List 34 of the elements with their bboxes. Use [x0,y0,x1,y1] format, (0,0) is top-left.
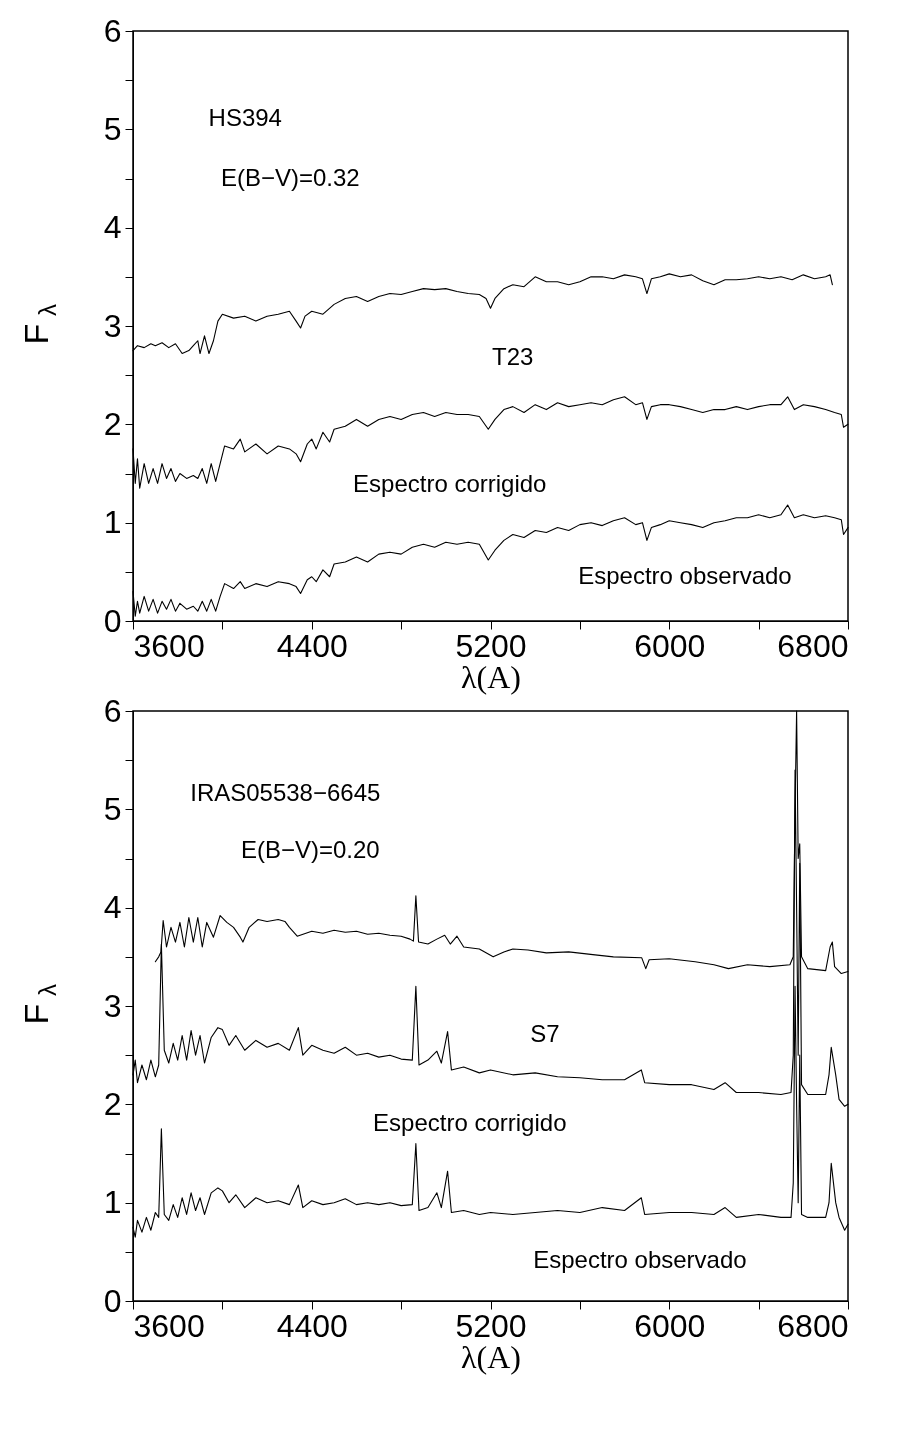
y-tick-label: 4 [103,209,122,246]
y-tick-label: 0 [103,1282,122,1319]
annotation: E(B−V)=0.20 [240,836,380,864]
y-axis-title: Fλ [17,984,61,1025]
y-tick-label: 1 [103,504,122,541]
y-axis-title: Fλ [17,304,61,345]
x-tick-label: 6800 [777,627,849,664]
annotation: HS394 [208,103,282,131]
y-tick-label: 3 [103,307,122,344]
annotation: Espectro observado [578,562,792,590]
annotation: Espectro corrigido [353,469,547,497]
x-tick-label: 3600 [133,1307,205,1344]
y-tick-label: 6 [103,692,122,729]
y-tick-label: 6 [103,12,122,49]
x-tick-label: 6000 [634,627,706,664]
x-tick-label: 4400 [276,1307,348,1344]
x-tick-label: 4400 [276,627,348,664]
annotation: IRAS05538−6645 [190,778,381,806]
y-tick-label: 5 [103,110,122,147]
annotation: E(B−V)=0.32 [220,163,360,191]
y-tick-label: 1 [103,1184,122,1221]
y-tick-label: 2 [103,405,122,442]
y-tick-label: 3 [103,987,122,1024]
annotation: S7 [530,1019,560,1047]
y-tick-label: 2 [103,1085,122,1122]
y-tick-label: 5 [103,790,122,827]
annotation: Espectro corrigido [373,1109,567,1136]
y-tick-label: 0 [103,602,122,639]
annotation: T23 [491,342,534,370]
annotation: Espectro observado [533,1245,747,1273]
x-tick-label: 6800 [777,1307,849,1344]
y-tick-label: 4 [103,889,122,926]
x-tick-label: 3600 [133,627,205,664]
x-tick-label: 6000 [634,1307,706,1344]
